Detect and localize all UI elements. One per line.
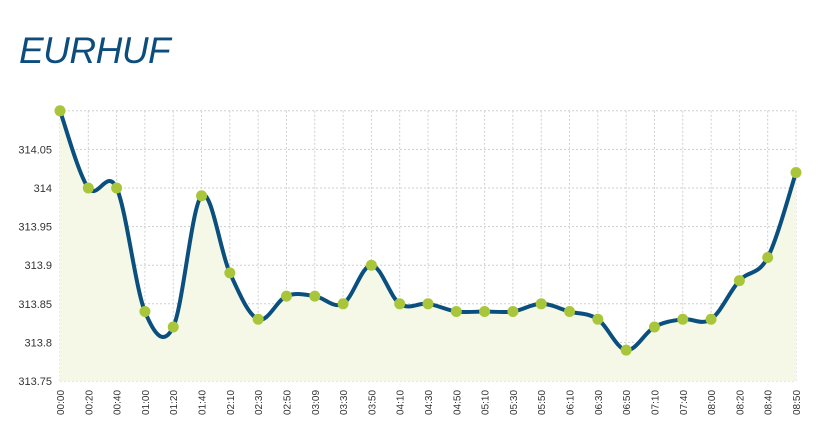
x-tick-label: 02:50 (282, 390, 293, 415)
data-point (648, 321, 660, 333)
data-point (337, 298, 349, 310)
x-tick-label: 07:40 (679, 390, 690, 415)
x-tick-label: 04:10 (396, 390, 407, 415)
y-tick-label: 313.75 (18, 376, 52, 388)
x-tick-label: 05:30 (509, 390, 520, 415)
x-tick-label: 00:00 (56, 390, 67, 415)
x-tick-label: 04:30 (424, 390, 435, 415)
x-tick-label: 01:20 (169, 390, 180, 415)
data-point (309, 290, 321, 302)
x-tick-label: 06:50 (622, 390, 633, 415)
y-tick-label: 313.95 (18, 222, 52, 234)
data-point (592, 313, 604, 325)
data-point (139, 306, 151, 318)
y-tick-label: 314.05 (18, 144, 52, 156)
data-point (507, 306, 519, 318)
data-point (564, 306, 576, 318)
x-tick-label: 03:30 (339, 390, 350, 415)
y-tick-label: 313.9 (24, 260, 52, 272)
x-tick-label: 07:10 (650, 390, 661, 415)
y-tick-label: 314 (34, 183, 52, 195)
x-tick-label: 08:40 (764, 390, 775, 415)
x-tick-label: 03:09 (311, 390, 322, 415)
x-tick-label: 00:40 (113, 390, 124, 415)
data-point (252, 313, 264, 325)
x-tick-label: 05:10 (481, 390, 492, 415)
x-tick-label: 00:20 (84, 390, 95, 415)
data-point (111, 182, 123, 194)
data-point (705, 313, 717, 325)
x-tick-label: 02:30 (254, 390, 265, 415)
data-point (280, 290, 292, 302)
data-point (733, 275, 745, 287)
data-point (394, 298, 406, 310)
data-point (224, 267, 236, 279)
data-point (535, 298, 547, 310)
data-point (54, 105, 66, 117)
data-point (790, 167, 802, 179)
area-fill (60, 110, 796, 382)
data-point (479, 306, 491, 318)
x-tick-label: 08:00 (707, 390, 718, 415)
x-tick-label: 01:40 (198, 390, 209, 415)
data-point (82, 182, 94, 194)
data-point (620, 344, 632, 356)
data-point (365, 259, 377, 271)
y-tick-label: 313.8 (24, 337, 52, 349)
data-point (422, 298, 434, 310)
x-tick-label: 06:10 (566, 390, 577, 415)
x-tick-label: 03:50 (367, 390, 378, 415)
chart-title: EURHUF (19, 30, 171, 71)
x-tick-label: 02:10 (226, 390, 237, 415)
y-tick-label: 313.85 (18, 299, 52, 311)
data-point (450, 306, 462, 318)
x-tick-label: 06:30 (594, 390, 605, 415)
data-point (196, 190, 208, 202)
x-tick-label: 04:50 (452, 390, 463, 415)
x-tick-label: 08:50 (792, 390, 803, 415)
data-point (677, 313, 689, 325)
data-point (762, 251, 774, 263)
x-tick-label: 08:20 (735, 390, 746, 415)
x-tick-label: 01:00 (141, 390, 152, 415)
x-tick-label: 05:50 (537, 390, 548, 415)
data-point (167, 321, 179, 333)
